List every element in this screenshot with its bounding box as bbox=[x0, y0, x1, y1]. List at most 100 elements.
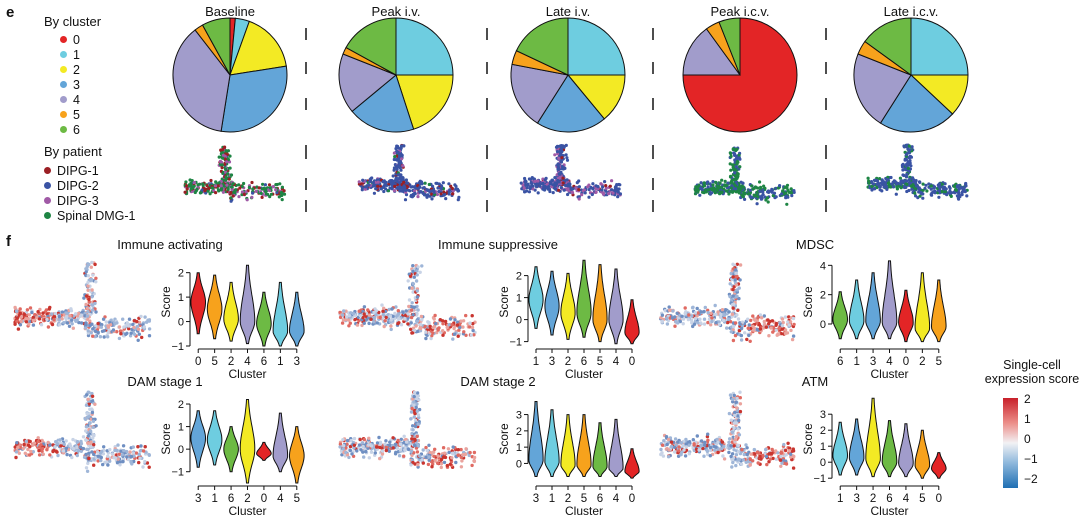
umap-point bbox=[451, 452, 455, 456]
umap-point bbox=[660, 313, 665, 317]
violin-cluster-5 bbox=[930, 279, 947, 343]
umap-point bbox=[714, 312, 718, 317]
umap-point bbox=[125, 455, 129, 459]
umap-point bbox=[30, 310, 34, 315]
umap-point bbox=[458, 325, 462, 330]
umap-point bbox=[375, 445, 379, 449]
umap-point bbox=[775, 333, 779, 337]
umap-point bbox=[375, 441, 380, 445]
umap-point bbox=[398, 166, 402, 170]
umap-point bbox=[122, 325, 126, 329]
umap-point bbox=[731, 460, 735, 465]
umap-point bbox=[472, 333, 476, 337]
umap-point bbox=[729, 271, 733, 276]
umap-point bbox=[562, 188, 566, 192]
umap-point bbox=[88, 319, 92, 323]
umap-point bbox=[733, 158, 737, 162]
umap-point bbox=[709, 311, 713, 315]
umap-point bbox=[691, 324, 695, 329]
umap-point bbox=[355, 449, 359, 453]
umap-point bbox=[778, 184, 782, 188]
umap-point bbox=[262, 186, 266, 190]
umap-point bbox=[101, 462, 105, 467]
umap-point bbox=[129, 454, 134, 459]
umap-point bbox=[706, 438, 710, 442]
umap-point bbox=[374, 309, 379, 313]
umap-point bbox=[348, 448, 352, 453]
umap-point bbox=[220, 187, 224, 191]
umap-point bbox=[949, 194, 953, 198]
umap-point bbox=[472, 455, 477, 460]
umap-point bbox=[459, 465, 464, 469]
umap-point bbox=[251, 191, 255, 195]
umap-point bbox=[714, 321, 718, 325]
umap-point bbox=[351, 454, 356, 458]
umap-point bbox=[727, 450, 731, 455]
umap-point bbox=[231, 194, 235, 198]
umap-point bbox=[360, 441, 365, 445]
umap-point bbox=[464, 333, 468, 337]
umap-point bbox=[430, 197, 434, 201]
umap-point bbox=[409, 417, 413, 421]
umap-point bbox=[780, 192, 784, 196]
umap-point bbox=[384, 448, 388, 453]
umap-point bbox=[600, 188, 604, 192]
umap-point bbox=[723, 179, 727, 183]
umap-point bbox=[784, 191, 788, 195]
umap-point bbox=[348, 321, 352, 325]
umap-point bbox=[37, 317, 42, 321]
violin-cluster-2 bbox=[239, 399, 256, 484]
y-tick-label: 1 bbox=[820, 441, 826, 453]
expression-umap bbox=[659, 262, 796, 343]
umap-point bbox=[401, 164, 405, 168]
umap-point bbox=[756, 195, 760, 199]
umap-point bbox=[462, 330, 466, 334]
umap-point bbox=[357, 180, 361, 184]
umap-point bbox=[341, 444, 346, 448]
umap-point bbox=[361, 450, 365, 454]
umap-point bbox=[115, 461, 120, 465]
umap-point bbox=[263, 183, 267, 187]
umap-point bbox=[64, 439, 68, 443]
umap-point bbox=[139, 444, 143, 448]
umap-point bbox=[84, 466, 89, 470]
umap-point bbox=[93, 301, 97, 306]
umap-point bbox=[782, 442, 786, 447]
umap-point bbox=[737, 433, 742, 437]
umap-point bbox=[420, 264, 424, 268]
umap-point bbox=[665, 316, 669, 320]
umap-point bbox=[421, 191, 425, 195]
umap-point bbox=[783, 315, 788, 319]
umap-point bbox=[64, 446, 69, 450]
umap-point bbox=[878, 177, 882, 181]
umap-point bbox=[238, 186, 242, 190]
x-tick-label: 2 bbox=[565, 493, 571, 505]
umap-point bbox=[792, 454, 796, 459]
umap-point bbox=[889, 175, 893, 180]
umap-point bbox=[367, 183, 371, 187]
umap-point bbox=[720, 447, 724, 451]
umap-point bbox=[789, 187, 793, 191]
violin-cluster-5 bbox=[206, 274, 223, 340]
umap-point bbox=[410, 195, 414, 199]
umap-point bbox=[416, 462, 420, 467]
umap-point bbox=[86, 310, 90, 314]
umap-point bbox=[92, 433, 96, 438]
umap-point bbox=[398, 189, 402, 193]
umap-point bbox=[557, 172, 561, 176]
umap-point bbox=[406, 312, 410, 316]
violin-cluster-1 bbox=[528, 266, 544, 329]
umap-point bbox=[672, 445, 677, 449]
x-tick-label: 6 bbox=[581, 356, 587, 368]
umap-point bbox=[459, 447, 463, 452]
umap-point bbox=[106, 463, 110, 467]
umap-point bbox=[147, 465, 151, 469]
umap-point bbox=[392, 151, 396, 155]
umap-point bbox=[733, 278, 737, 282]
chart-title: Baseline bbox=[205, 4, 255, 19]
umap-point bbox=[376, 180, 380, 184]
umap-point bbox=[338, 310, 342, 315]
umap-point bbox=[671, 309, 675, 313]
umap-point bbox=[786, 320, 790, 324]
umap-point bbox=[227, 177, 231, 181]
